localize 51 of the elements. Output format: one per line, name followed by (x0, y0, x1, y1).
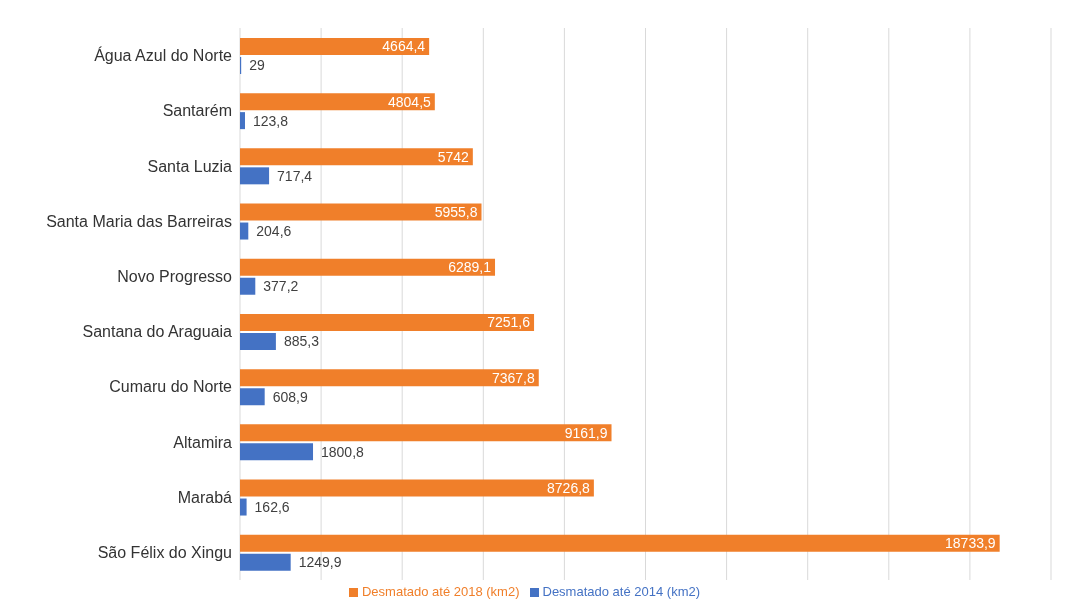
bar (240, 498, 247, 516)
data-label: 1249,9 (298, 554, 342, 571)
bar (240, 222, 249, 240)
data-label: 29 (249, 57, 265, 74)
y-tick-label: Santa Maria das Barreiras (46, 212, 232, 230)
data-label: 8726,8 (547, 480, 591, 497)
bar (240, 443, 314, 461)
data-label: 608,9 (272, 388, 308, 405)
data-label: 162,6 (254, 499, 290, 516)
bar (240, 167, 270, 185)
y-tick-label: Cumaru do Norte (109, 378, 233, 396)
data-label: 6289,1 (448, 259, 492, 276)
data-label: 4664,4 (382, 38, 426, 55)
bar (240, 203, 482, 221)
bar (240, 332, 276, 350)
data-label: 717,4 (277, 167, 313, 184)
bar (240, 37, 430, 55)
y-tick-label: São Félix do Xingu (97, 544, 232, 562)
data-label: 7367,8 (491, 369, 535, 386)
data-label: 9161,9 (564, 424, 608, 441)
bar (240, 424, 612, 442)
data-label: 377,2 (263, 278, 299, 295)
data-label: 18733,9 (945, 535, 996, 552)
bar (240, 148, 473, 166)
y-tick-label: Marabá (177, 488, 233, 506)
data-label: 885,3 (283, 333, 320, 350)
data-label: 1800,8 (321, 443, 365, 460)
data-label: 5955,8 (434, 204, 478, 221)
legend-label: Desmatado até 2014 (km2) (542, 584, 701, 599)
y-tick-label: Santa Luzia (147, 157, 233, 175)
bar (240, 313, 535, 331)
bar (240, 388, 265, 406)
bar (240, 277, 256, 295)
bar (240, 479, 594, 497)
y-tick-label: Altamira (173, 433, 233, 451)
bar (240, 112, 246, 130)
y-tick-label: Santarém (162, 102, 232, 120)
bar (240, 369, 539, 387)
y-tick-label: Novo Progresso (117, 268, 233, 286)
data-label: 4804,5 (387, 93, 432, 110)
data-label: 123,8 (253, 112, 289, 129)
bar (240, 553, 291, 571)
data-label: 7251,6 (487, 314, 531, 331)
bar (240, 93, 435, 111)
data-label: 5742 (437, 148, 470, 165)
bar (240, 534, 1000, 552)
y-tick-label: Santana do Araguaia (82, 323, 233, 341)
legend-label: Desmatado até 2018 (km2) (361, 584, 520, 599)
data-label: 204,6 (256, 223, 292, 240)
y-tick-label: Água Azul do Norte (94, 46, 233, 65)
bar (240, 258, 496, 276)
